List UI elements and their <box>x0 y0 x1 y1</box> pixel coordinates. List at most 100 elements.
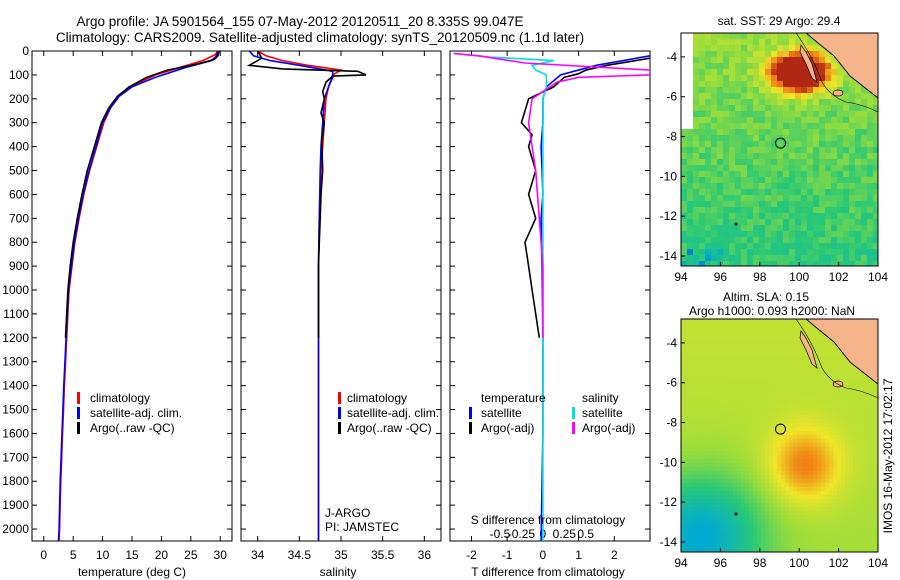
map-cell <box>841 499 846 504</box>
map-cell <box>861 467 866 472</box>
map-cell <box>701 367 706 372</box>
map-cell <box>821 339 826 344</box>
map-cell <box>761 343 766 348</box>
map-cell <box>729 455 734 460</box>
map-cell <box>777 231 784 238</box>
map-cell <box>765 69 772 76</box>
map-cell <box>769 515 774 520</box>
map-cell <box>793 407 798 412</box>
map-cell <box>777 439 782 444</box>
map-cell <box>783 141 790 148</box>
map-cell <box>713 515 718 520</box>
map-cell <box>749 323 754 328</box>
map-cell <box>771 165 778 172</box>
map-cell <box>681 383 686 388</box>
map-cell <box>837 451 842 456</box>
map-cell <box>737 547 742 552</box>
map-cell <box>705 407 710 412</box>
difference-lines <box>453 52 650 541</box>
legend-label-satellite: satellite-adj. clim. <box>90 406 182 420</box>
map-cell <box>797 335 802 340</box>
map-cell <box>793 363 798 368</box>
map-cell <box>705 331 710 336</box>
map-cell <box>721 399 726 404</box>
map-cell <box>841 407 846 412</box>
map-cell <box>693 105 700 112</box>
map-cell <box>737 443 742 448</box>
map-cell <box>701 335 706 340</box>
map-cell <box>805 539 810 544</box>
map-cell <box>793 519 798 524</box>
map-cell <box>849 523 854 528</box>
map-cell <box>795 141 802 148</box>
map-cell <box>693 487 698 492</box>
map-cell <box>697 399 702 404</box>
map-cell <box>831 207 838 214</box>
map-cell <box>849 117 856 124</box>
map-cell <box>789 171 796 178</box>
map-cell <box>693 423 698 428</box>
map-cell <box>693 69 700 76</box>
map-cell <box>681 159 688 166</box>
map-cell <box>819 207 826 214</box>
map-cell <box>681 343 686 348</box>
map-cell <box>745 447 750 452</box>
map-cell <box>801 63 808 70</box>
difference-s-label: S difference from climatology <box>471 513 626 527</box>
map-cell <box>793 435 798 440</box>
map-cell <box>771 207 778 214</box>
sla-island-1 <box>799 330 818 369</box>
map-cell <box>773 343 778 348</box>
map-cell <box>829 491 834 496</box>
map-cell <box>713 375 718 380</box>
map-cell <box>773 475 778 480</box>
map-cell <box>747 141 754 148</box>
map-cell <box>807 165 814 172</box>
sst-map-panel: sat. SST: 29 Argo: 29.4 94 96 98 100 102 104-… <box>660 14 889 284</box>
map-cell <box>765 379 770 384</box>
map-cell <box>685 523 690 528</box>
map-cell <box>797 499 802 504</box>
map-cell <box>681 507 686 512</box>
map-cell <box>681 249 688 256</box>
map-cell <box>831 117 838 124</box>
map-cell <box>873 427 878 432</box>
map-cell <box>789 443 794 448</box>
map-cell <box>689 515 694 520</box>
map-cell <box>697 483 702 488</box>
legend-label-climatology: climatology <box>90 391 150 405</box>
map-cell <box>697 351 702 356</box>
map-cell <box>805 355 810 360</box>
map-cell <box>721 491 726 496</box>
map-cell <box>713 495 718 500</box>
map-cell <box>813 219 820 226</box>
map-cell <box>789 183 796 190</box>
map-cell <box>855 177 862 184</box>
map-cell <box>741 455 746 460</box>
map-cell <box>709 519 714 524</box>
map-cell <box>785 379 790 384</box>
map-cell <box>697 423 702 428</box>
map-cell <box>795 231 802 238</box>
map-cell <box>681 531 686 536</box>
map-cell <box>789 399 794 404</box>
map-cell <box>725 463 730 468</box>
map-cell <box>721 519 726 524</box>
map-cell <box>753 105 760 112</box>
map-cell <box>685 503 690 508</box>
map-cell <box>781 539 786 544</box>
map-cell <box>845 547 850 552</box>
map-cell <box>705 183 712 190</box>
map-cell <box>761 487 766 492</box>
map-cell <box>789 165 796 172</box>
map-cell <box>849 213 856 220</box>
map-cell <box>705 123 712 130</box>
map-cell <box>735 159 742 166</box>
map-cell <box>745 323 750 328</box>
map-cell <box>781 447 786 452</box>
map-cell <box>753 159 760 166</box>
map-cell <box>705 423 710 428</box>
map-cell <box>789 483 794 488</box>
map-cell <box>725 403 730 408</box>
map-cell <box>693 219 700 226</box>
